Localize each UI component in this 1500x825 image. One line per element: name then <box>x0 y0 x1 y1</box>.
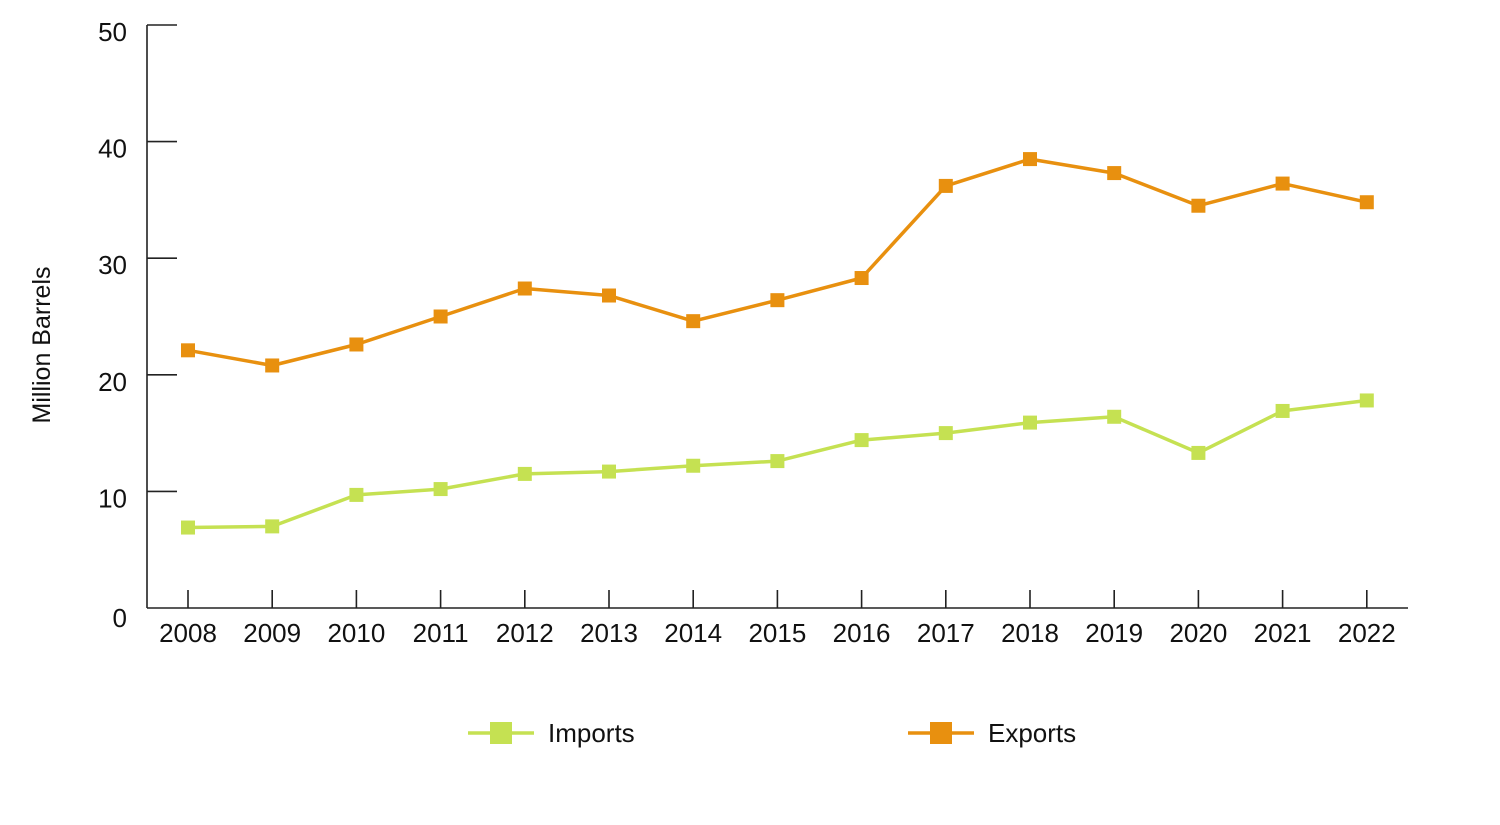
data-point-exports <box>854 271 869 286</box>
data-point-exports <box>686 314 701 329</box>
x-tick-label: 2010 <box>327 618 385 648</box>
data-point-imports <box>1107 409 1122 424</box>
data-point-exports <box>1107 166 1122 181</box>
data-point-exports <box>517 281 532 296</box>
y-tick-label: 50 <box>98 17 127 47</box>
data-point-imports <box>1023 415 1037 430</box>
data-point-exports <box>433 309 448 324</box>
legend: Imports Exports <box>468 718 1076 748</box>
y-axis-title: Million Barrels <box>28 267 56 424</box>
data-point-imports <box>770 454 785 469</box>
x-tick-label: 2011 <box>413 618 469 648</box>
x-tick-label: 2020 <box>1169 618 1227 648</box>
x-tick-label: 2017 <box>917 618 975 648</box>
y-tick-label: 10 <box>98 483 127 513</box>
data-point-imports <box>686 458 701 473</box>
data-point-imports <box>181 520 195 535</box>
data-point-imports <box>1191 445 1206 460</box>
data-point-imports <box>938 426 953 441</box>
legend-marker <box>930 722 952 744</box>
x-tick-label: 2008 <box>159 618 217 648</box>
legend-marker <box>490 722 512 744</box>
y-tick-label: 40 <box>98 134 127 164</box>
legend-item-exports: Exports <box>908 718 1076 748</box>
y-axis: 0 10 20 30 40 50 <box>98 17 177 633</box>
data-point-exports <box>770 293 785 308</box>
data-point-imports <box>602 464 616 479</box>
data-point-imports <box>349 487 364 502</box>
series-layer <box>181 152 1374 535</box>
data-point-imports <box>1359 393 1374 408</box>
data-point-exports <box>938 178 953 193</box>
y-tick-label: 20 <box>98 367 127 397</box>
data-point-imports <box>1275 403 1290 418</box>
data-point-exports <box>181 343 195 358</box>
x-tick-label: 2016 <box>833 618 891 648</box>
data-point-exports <box>1191 198 1206 213</box>
x-tick-label: 2013 <box>580 618 638 648</box>
data-point-exports <box>1023 152 1037 167</box>
data-point-imports <box>433 482 448 497</box>
x-tick-label: 2018 <box>1001 618 1059 648</box>
series-exports <box>181 152 1374 373</box>
legend-label: Exports <box>988 718 1076 748</box>
data-point-exports <box>349 337 364 352</box>
data-point-exports <box>1275 176 1290 191</box>
y-tick-label: 0 <box>113 603 127 633</box>
series-line-exports <box>187 157 1368 368</box>
x-tick-label: 2019 <box>1085 618 1143 648</box>
y-tick-label: 30 <box>98 250 127 280</box>
legend-label: Imports <box>548 718 635 748</box>
series-imports <box>181 393 1374 535</box>
x-tick-label: 2022 <box>1338 618 1396 648</box>
x-axis: 2008 2009 2010 2011 2012 2013 2014 2015 2016 2017… <box>147 590 1408 648</box>
x-tick-label: 2009 <box>243 618 301 648</box>
x-tick-label: 2015 <box>748 618 806 648</box>
data-point-imports <box>854 433 869 448</box>
data-point-exports <box>1359 195 1374 210</box>
legend-item-imports: Imports <box>468 718 635 748</box>
data-point-imports <box>517 466 532 481</box>
x-tick-label: 2014 <box>664 618 722 648</box>
x-tick-label: 2012 <box>496 618 554 648</box>
data-point-imports <box>265 519 280 534</box>
data-point-exports <box>602 288 616 303</box>
x-tick-label: 2021 <box>1254 618 1312 648</box>
data-point-exports <box>265 358 280 373</box>
